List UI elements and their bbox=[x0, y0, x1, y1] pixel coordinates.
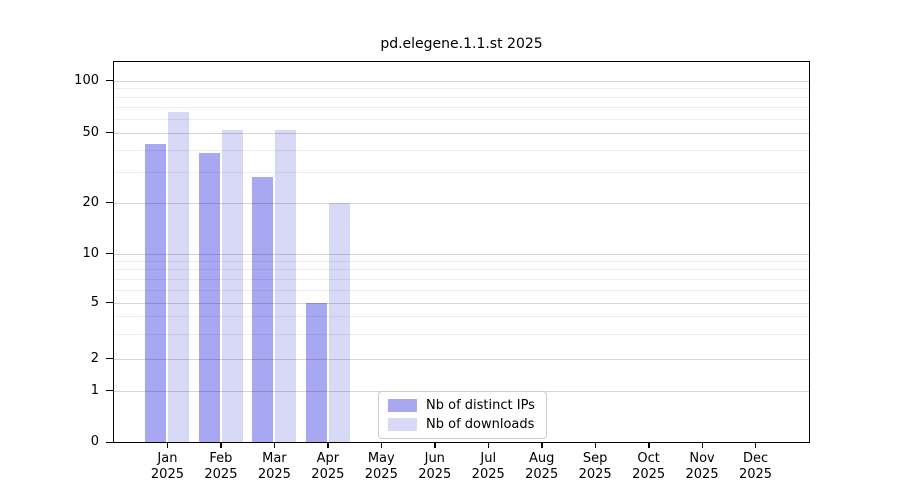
gridline-major bbox=[114, 202, 809, 204]
chart-title: pd.elegene.1.1.st 2025 bbox=[380, 36, 543, 52]
y-tick-label: 1 bbox=[90, 382, 99, 398]
gridline-minor bbox=[114, 97, 809, 99]
gridline-minor bbox=[114, 289, 809, 291]
x-tick-label-dec: Dec 2025 bbox=[738, 451, 773, 482]
x-tick-label-jul: Jul 2025 bbox=[471, 451, 505, 482]
y-tick-mark bbox=[106, 202, 113, 204]
gridline-minor bbox=[114, 149, 809, 151]
y-tick-mark bbox=[106, 253, 113, 255]
y-tick-mark bbox=[106, 80, 113, 82]
gridline-minor bbox=[114, 118, 809, 120]
y-tick-mark bbox=[106, 358, 113, 360]
bar-downloads-jan bbox=[168, 111, 190, 442]
x-tick-mark bbox=[220, 443, 222, 448]
x-tick-label-oct: Oct 2025 bbox=[632, 451, 666, 482]
gridline-major bbox=[114, 132, 809, 134]
bar-distinct-ips-feb bbox=[198, 153, 220, 442]
bar-downloads-feb bbox=[221, 129, 243, 442]
legend-label-distinct-ips: Nb of distinct IPs bbox=[426, 398, 535, 413]
gridline-minor bbox=[114, 171, 809, 173]
gridline-minor bbox=[114, 316, 809, 318]
x-tick-mark bbox=[648, 443, 650, 448]
gridline-major bbox=[114, 302, 809, 304]
y-tick-label: 10 bbox=[82, 245, 99, 261]
x-tick-label-aug: Aug 2025 bbox=[525, 451, 559, 482]
gridline-minor bbox=[114, 333, 809, 335]
x-tick-mark bbox=[380, 443, 383, 448]
legend: Nb of distinct IPs Nb of downloads bbox=[378, 391, 547, 439]
x-tick-label-apr: Apr 2025 bbox=[311, 451, 345, 482]
y-tick-label: 100 bbox=[74, 72, 99, 88]
gridline-major bbox=[114, 358, 809, 360]
legend-swatch-downloads bbox=[388, 418, 417, 431]
legend-row-distinct-ips: Nb of distinct IPs bbox=[388, 398, 535, 413]
x-tick-label-may: May 2025 bbox=[364, 451, 398, 482]
y-tick-mark bbox=[106, 441, 113, 443]
gridline-minor bbox=[114, 278, 809, 280]
bar-distinct-ips-jan bbox=[145, 144, 167, 442]
y-tick-label: 50 bbox=[82, 124, 99, 140]
x-tick-mark bbox=[434, 443, 436, 448]
gridline-major bbox=[114, 253, 809, 255]
x-tick-label-nov: Nov 2025 bbox=[685, 451, 719, 482]
legend-swatch-distinct-ips bbox=[388, 399, 417, 412]
bars-layer bbox=[114, 62, 809, 442]
x-tick-label-sep: Sep 2025 bbox=[578, 451, 612, 482]
x-tick-mark bbox=[487, 443, 490, 448]
y-tick-mark bbox=[106, 302, 113, 304]
x-tick-mark bbox=[273, 443, 276, 448]
x-tick-label-mar: Mar 2025 bbox=[257, 451, 291, 482]
bar-distinct-ips-mar bbox=[252, 176, 274, 442]
gridline-minor bbox=[114, 88, 809, 90]
x-tick-mark bbox=[755, 443, 757, 448]
x-tick-mark bbox=[594, 443, 597, 448]
x-tick-mark bbox=[701, 443, 703, 448]
x-tick-label-jun: Jun 2025 bbox=[418, 451, 452, 482]
x-tick-label-feb: Feb 2025 bbox=[204, 451, 238, 482]
y-tick-label: 0 bbox=[90, 434, 99, 449]
gridline-minor bbox=[114, 260, 809, 262]
bar-distinct-ips-apr bbox=[305, 302, 327, 442]
x-tick-mark bbox=[166, 443, 169, 448]
bar-downloads-mar bbox=[275, 129, 297, 442]
y-tick-mark bbox=[106, 132, 113, 134]
x-tick-label-jan: Jan 2025 bbox=[150, 451, 184, 482]
plot-area bbox=[113, 61, 810, 443]
y-tick-mark bbox=[106, 390, 113, 392]
gridline-major bbox=[114, 80, 809, 82]
legend-label-downloads: Nb of downloads bbox=[426, 417, 535, 432]
grid-layer bbox=[114, 62, 809, 442]
bar-downloads-apr bbox=[328, 202, 350, 442]
x-tick-mark bbox=[327, 443, 329, 448]
y-tick-label: 5 bbox=[90, 294, 99, 310]
gridline-minor bbox=[114, 107, 809, 109]
y-tick-label: 2 bbox=[90, 350, 99, 366]
gridline-minor bbox=[114, 269, 809, 271]
legend-row-downloads: Nb of downloads bbox=[388, 417, 535, 432]
y-tick-label: 20 bbox=[82, 194, 99, 210]
x-tick-mark bbox=[541, 443, 543, 448]
